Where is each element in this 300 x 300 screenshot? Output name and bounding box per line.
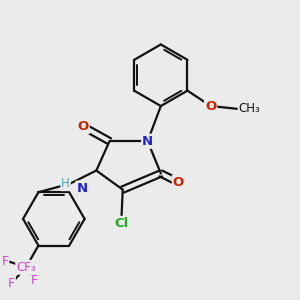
- Text: N: N: [142, 135, 153, 148]
- Text: F: F: [1, 255, 8, 268]
- Text: H: H: [61, 177, 70, 190]
- Text: N: N: [76, 182, 88, 195]
- Text: CH₃: CH₃: [238, 103, 260, 116]
- Text: Cl: Cl: [114, 217, 128, 230]
- Text: F: F: [31, 274, 38, 287]
- Text: F: F: [8, 277, 15, 290]
- Text: CF₃: CF₃: [16, 261, 36, 274]
- Text: O: O: [173, 176, 184, 189]
- Text: O: O: [205, 100, 216, 112]
- Text: O: O: [77, 120, 89, 133]
